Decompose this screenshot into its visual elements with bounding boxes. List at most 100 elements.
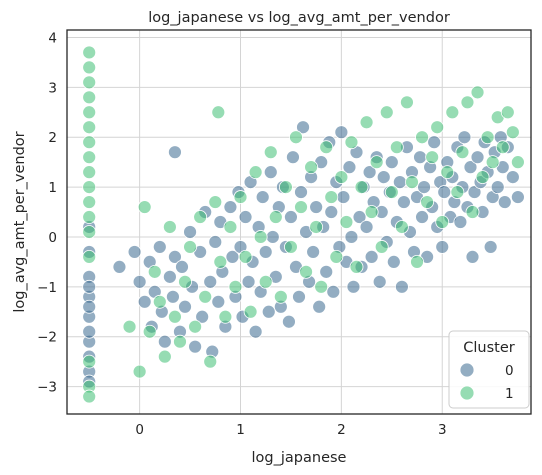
scatter-point-cluster-0 xyxy=(497,195,512,209)
x-axis-label: log_japanese xyxy=(252,450,347,466)
scatter-point-cluster-0 xyxy=(427,135,442,150)
scatter-point-cluster-1 xyxy=(258,274,273,289)
scatter-point-cluster-1 xyxy=(344,135,359,150)
scatter-point-cluster-1 xyxy=(294,200,308,214)
scatter-point-cluster-0 xyxy=(248,324,263,339)
scatter-point-cluster-0 xyxy=(319,264,334,279)
scatter-point-cluster-0 xyxy=(284,210,298,224)
scatter-point-cluster-0 xyxy=(372,274,387,289)
scatter-point-cluster-1 xyxy=(389,140,404,155)
scatter-point-cluster-1 xyxy=(324,190,339,204)
y-tick-label: −3 xyxy=(37,380,57,396)
scatter-point-cluster-0 xyxy=(292,289,306,304)
scatter-point-cluster-0 xyxy=(312,299,327,314)
legend-label-cluster-1: 1 xyxy=(505,386,514,402)
scatter-point-cluster-0 xyxy=(152,240,167,254)
scatter-point-cluster-0 xyxy=(467,185,482,199)
scatter-point-cluster-1 xyxy=(480,130,495,145)
y-tick-label: −2 xyxy=(37,330,57,346)
scatter-point-cluster-1 xyxy=(495,140,510,155)
scatter-point-cluster-1 xyxy=(82,90,97,105)
scatter-point-cluster-0 xyxy=(211,294,226,309)
scatter-point-cluster-1 xyxy=(203,354,218,369)
scatter-point-cluster-0 xyxy=(364,250,379,264)
scatter-point-cluster-0 xyxy=(483,240,498,254)
scatter-point-cluster-1 xyxy=(82,389,97,404)
x-tick-labels: 0 1 2 3 xyxy=(135,422,446,438)
y-tick-label: 0 xyxy=(48,230,57,246)
scatter-point-cluster-0 xyxy=(376,170,391,185)
scatter-point-cluster-1 xyxy=(384,185,399,199)
scatter-point-cluster-0 xyxy=(261,304,276,319)
y-tick-label: 4 xyxy=(48,30,57,46)
scatter-point-cluster-1 xyxy=(369,155,384,170)
scatter-point-cluster-1 xyxy=(82,60,97,75)
scatter-point-cluster-1 xyxy=(82,354,97,369)
scatter-point-cluster-1 xyxy=(475,170,490,185)
legend-marker-cluster-1 xyxy=(459,385,475,401)
scatter-point-cluster-1 xyxy=(445,105,460,120)
y-tick-label: 1 xyxy=(48,180,57,196)
scatter-point-cluster-0 xyxy=(394,279,409,294)
scatter-point-cluster-1 xyxy=(420,195,435,209)
x-tick-label: 3 xyxy=(438,422,447,438)
scatter-point-cluster-0 xyxy=(238,210,253,224)
scatter-point-cluster-1 xyxy=(193,210,208,224)
scatter-point-cluster-1 xyxy=(162,220,177,234)
scatter-point-cluster-1 xyxy=(82,105,97,120)
scatter-point-cluster-0 xyxy=(342,160,357,175)
scatter-point-cluster-0 xyxy=(470,150,485,165)
scatter-point-cluster-1 xyxy=(500,105,515,120)
scatter-point-cluster-1 xyxy=(268,210,283,224)
x-tick-label: 1 xyxy=(236,422,245,438)
scatter-point-cluster-1 xyxy=(188,319,203,334)
legend-label-cluster-0: 0 xyxy=(505,363,514,379)
scatter-point-cluster-1 xyxy=(157,349,172,364)
scatter-point-cluster-0 xyxy=(127,245,142,259)
scatter-point-cluster-1 xyxy=(374,240,389,254)
scatter-point-cluster-0 xyxy=(82,299,97,314)
scatter-point-cluster-0 xyxy=(258,245,273,259)
scatter-point-cluster-0 xyxy=(384,155,399,170)
scatter-point-cluster-1 xyxy=(289,130,303,145)
scatter-point-cluster-0 xyxy=(336,190,351,204)
y-tick-label: 3 xyxy=(48,80,57,96)
scatter-point-cluster-0 xyxy=(137,294,152,309)
scatter-point-cluster-0 xyxy=(282,314,296,329)
scatter-point-cluster-1 xyxy=(82,210,97,224)
scatter-point-cluster-1 xyxy=(284,240,298,254)
scatter-point-cluster-0 xyxy=(82,279,97,294)
scatter-point-cluster-1 xyxy=(82,150,97,165)
scatter-point-cluster-1 xyxy=(137,200,152,214)
scatter-point-cluster-0 xyxy=(397,195,411,209)
scatter-point-cluster-0 xyxy=(463,160,478,175)
scatter-point-cluster-1 xyxy=(435,215,450,229)
scatter-point-cluster-0 xyxy=(413,150,427,165)
scatter-point-cluster-0 xyxy=(263,165,278,180)
scatter-point-cluster-0 xyxy=(188,339,203,354)
scatter-point-cluster-1 xyxy=(319,140,334,155)
scatter-point-cluster-1 xyxy=(400,95,414,110)
scatter-point-cluster-1 xyxy=(82,225,97,239)
scatter-point-cluster-1 xyxy=(278,180,293,194)
scatter-point-cluster-0 xyxy=(505,170,520,185)
scatter-point-cluster-0 xyxy=(168,250,182,264)
scatter-point-cluster-1 xyxy=(334,170,349,185)
scatter-point-cluster-1 xyxy=(410,254,424,269)
scatter-point-cluster-1 xyxy=(142,324,157,339)
scatter-point-cluster-1 xyxy=(349,259,364,274)
scatter-point-cluster-0 xyxy=(457,130,472,145)
scatter-point-cluster-1 xyxy=(233,190,248,204)
scatter-point-cluster-1 xyxy=(243,304,258,319)
scatter-point-cluster-1 xyxy=(505,125,520,140)
scatter-point-cluster-0 xyxy=(296,120,310,135)
scatter-point-cluster-1 xyxy=(405,175,419,190)
scatter-point-cluster-1 xyxy=(415,130,429,145)
legend-title: Cluster xyxy=(463,340,515,356)
scatter-point-cluster-1 xyxy=(273,289,288,304)
scatter-point-cluster-1 xyxy=(248,165,263,180)
scatter-point-cluster-0 xyxy=(255,190,270,204)
scatter-point-cluster-1 xyxy=(359,115,374,130)
scatter-point-cluster-0 xyxy=(386,254,401,269)
